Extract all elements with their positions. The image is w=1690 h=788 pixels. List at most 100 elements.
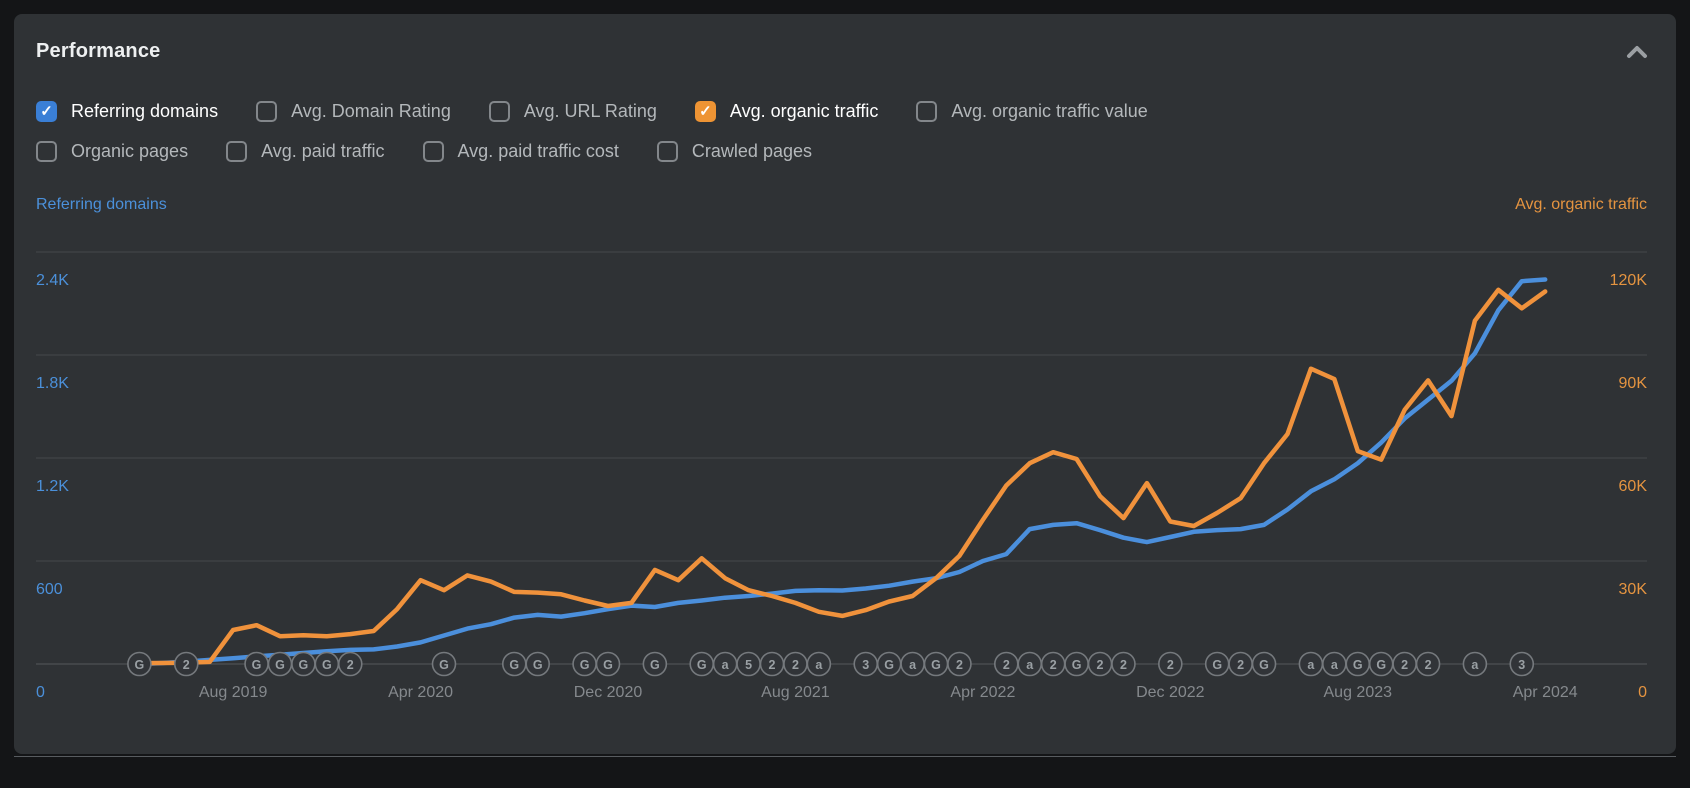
- unchecked-checkbox-icon[interactable]: [422, 141, 444, 162]
- metric-checkbox-avg-paid-traffic-cost[interactable]: Avg. paid traffic cost: [422, 141, 619, 162]
- update-marker-circle[interactable]: [1462, 651, 1488, 677]
- metric-label: Avg. paid traffic cost: [457, 141, 619, 161]
- update-marker-label: 2: [183, 658, 190, 672]
- update-marker-label: 3: [1518, 658, 1525, 672]
- x-axis-tick: Dec 2020: [574, 684, 643, 701]
- update-marker-circle[interactable]: [1415, 651, 1441, 677]
- update-marker-label: G: [275, 658, 285, 672]
- metric-label: Avg. Domain Rating: [291, 101, 451, 121]
- update-marker-label: G: [650, 658, 660, 672]
- update-marker-circle[interactable]: [1158, 651, 1183, 677]
- update-marker-label: G: [697, 658, 707, 672]
- left-axis-tick: 1.2K: [36, 478, 69, 495]
- right-axis-tick: 120K: [1610, 272, 1648, 289]
- update-marker-label: G: [931, 658, 941, 672]
- left-axis-title: Referring domains: [36, 196, 167, 213]
- update-marker-label: 2: [1237, 658, 1244, 672]
- axis-titles: Referring domains Avg. organic traffic: [14, 196, 1676, 214]
- x-axis-tick: Apr 2022: [950, 684, 1015, 701]
- update-marker-label: 2: [1401, 658, 1408, 672]
- metric-checkbox-avg-paid-traffic[interactable]: Avg. paid traffic: [226, 141, 385, 162]
- metric-label: Avg. organic traffic value: [951, 101, 1148, 121]
- update-marker-circle[interactable]: [1509, 651, 1535, 677]
- left-axis-tick: 1.8K: [36, 375, 69, 392]
- left-axis-tick: 600: [36, 581, 63, 598]
- chevron-up-icon[interactable]: [1624, 42, 1650, 62]
- update-marker-circle[interactable]: [337, 651, 363, 677]
- metric-checkbox-referring-domains[interactable]: ✓ Referring domains: [36, 101, 218, 122]
- metric-label: Avg. URL Rating: [523, 101, 657, 121]
- x-axis-tick: Aug 2021: [761, 684, 830, 701]
- panel-header: Performance: [14, 14, 1676, 63]
- update-marker-label: 3: [862, 658, 869, 672]
- update-marker-circle[interactable]: [1111, 651, 1136, 677]
- metric-checkbox-avg-url-rating[interactable]: Avg. URL Rating: [488, 101, 657, 122]
- update-marker-label: G: [1212, 658, 1222, 672]
- right-axis-title: Avg. organic traffic: [1515, 196, 1647, 213]
- update-marker-label: a: [722, 658, 730, 672]
- x-axis-tick: Dec 2022: [1136, 684, 1205, 701]
- update-marker-circle[interactable]: [525, 651, 551, 677]
- left-axis-tick: 0: [36, 684, 45, 701]
- x-axis-tick: Aug 2023: [1324, 684, 1393, 701]
- performance-panel: Performance ✓ Referring domains Avg. Domai…: [14, 14, 1676, 754]
- metric-checkbox-avg-domain-rating[interactable]: Avg. Domain Rating: [256, 101, 451, 122]
- update-marker-circle[interactable]: [806, 651, 832, 677]
- check-icon: ✓: [699, 103, 712, 120]
- unchecked-checkbox-icon[interactable]: [656, 141, 678, 162]
- update-marker-label: 5: [745, 658, 752, 672]
- update-marker-label: 2: [1167, 658, 1174, 672]
- metric-row-2: Organic pages Avg. paid traffic Avg. paid …: [36, 141, 1654, 162]
- check-icon: ✓: [40, 103, 53, 120]
- unchecked-checkbox-icon[interactable]: [36, 141, 57, 162]
- update-marker-circle[interactable]: [642, 651, 668, 677]
- update-marker-label: 2: [1003, 658, 1010, 672]
- metric-checkbox-avg-organic-traffic[interactable]: ✓ Avg. organic traffic: [694, 101, 878, 122]
- update-marker-label: G: [439, 658, 449, 672]
- update-marker-label: G: [603, 658, 613, 672]
- update-marker-circle[interactable]: [1251, 651, 1277, 677]
- update-marker-label: 2: [347, 658, 354, 672]
- update-marker-circle[interactable]: [127, 651, 152, 677]
- panel-title: Performance: [36, 40, 161, 62]
- checked-checkbox-icon[interactable]: ✓: [694, 101, 716, 122]
- metric-checkbox-crawled-pages[interactable]: Crawled pages: [656, 141, 812, 162]
- metric-checkbox-organic-pages[interactable]: Organic pages: [36, 141, 188, 162]
- update-marker-label: G: [533, 658, 543, 672]
- update-marker-label: G: [322, 658, 332, 672]
- update-marker-label: G: [299, 658, 309, 672]
- update-marker-label: a: [1307, 658, 1315, 672]
- update-marker-label: 2: [1097, 658, 1104, 672]
- update-marker-label: a: [1026, 658, 1034, 672]
- update-marker-label: 2: [769, 658, 776, 672]
- update-marker-label: 2: [792, 658, 799, 672]
- update-marker-label: G: [252, 658, 262, 672]
- update-marker-label: G: [1072, 658, 1082, 672]
- update-marker-label: G: [884, 658, 894, 672]
- series-line-organic-traffic: [137, 287, 1548, 666]
- metric-checkbox-avg-organic-traffic-value[interactable]: Avg. organic traffic value: [916, 101, 1148, 122]
- metric-row-1: ✓ Referring domains Avg. Domain Rating Avg.…: [36, 101, 1654, 122]
- update-marker-circle[interactable]: [431, 651, 457, 677]
- bottom-divider: [14, 756, 1676, 757]
- metric-label: Avg. paid traffic: [261, 141, 385, 161]
- update-marker-label: G: [580, 658, 590, 672]
- update-marker-label: a: [1471, 658, 1479, 672]
- update-marker-label: 2: [1425, 658, 1432, 672]
- update-marker-label: G: [1259, 658, 1269, 672]
- update-marker-label: a: [815, 658, 823, 672]
- unchecked-checkbox-icon[interactable]: [256, 101, 278, 122]
- checked-checkbox-icon[interactable]: ✓: [36, 101, 57, 122]
- update-marker-circle[interactable]: [595, 651, 621, 677]
- metric-label: Referring domains: [71, 101, 219, 121]
- series-line-referring-domains: [137, 277, 1548, 667]
- update-marker-circle[interactable]: [947, 651, 972, 677]
- update-marker-circle[interactable]: [173, 651, 199, 677]
- unchecked-checkbox-icon[interactable]: [916, 101, 938, 122]
- unchecked-checkbox-icon[interactable]: [226, 141, 248, 162]
- right-axis-tick: 60K: [1619, 478, 1648, 495]
- unchecked-checkbox-icon[interactable]: [488, 101, 510, 122]
- update-marker-label: 2: [1120, 658, 1127, 672]
- update-marker-label: a: [1331, 658, 1339, 672]
